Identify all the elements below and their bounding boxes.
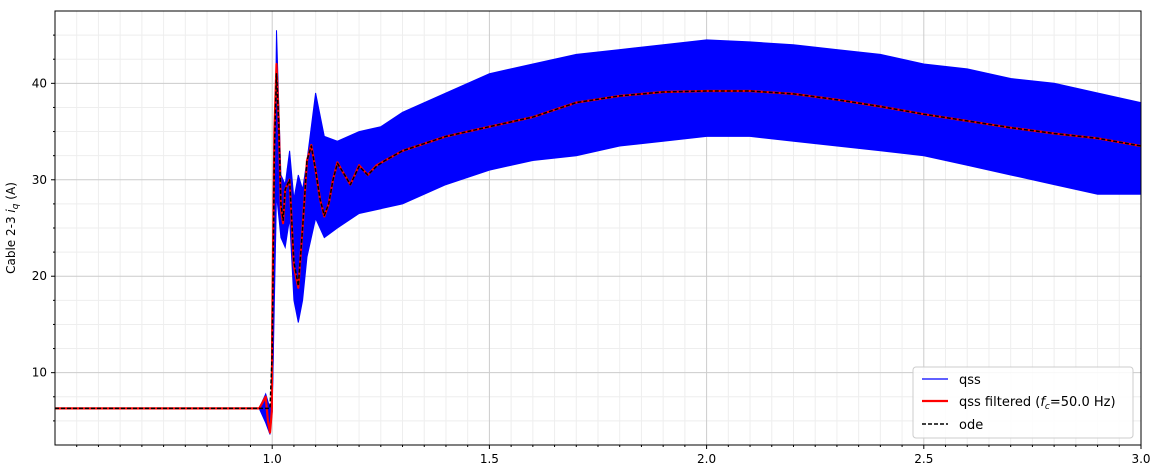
y-axis-label: Cable 2-3 iq (A) [4, 182, 21, 274]
x-tick-label: 2.5 [914, 452, 933, 466]
legend-label-qss-filtered: qss filtered (fc=50.0 Hz) [959, 395, 1116, 412]
x-tick-label: 1.5 [480, 452, 499, 466]
legend-label-ode: ode [959, 418, 983, 433]
y-tick-label: 20 [32, 269, 47, 283]
legend-label-qss: qss [959, 373, 981, 388]
series-ode-line [55, 72, 1141, 410]
tick-layer: 1.0 1.5 2.0 2.5 3.0 10 20 30 40 [32, 34, 1151, 466]
y-tick-label: 30 [32, 173, 47, 187]
y-tick-label: 40 [32, 76, 47, 90]
x-tick-label: 1.0 [263, 452, 282, 466]
series-qss-line [271, 39, 1141, 402]
series-layer [55, 30, 1141, 435]
x-tick-label: 3.0 [1131, 452, 1150, 466]
x-tick-label: 2.0 [697, 452, 716, 466]
legend-box [912, 366, 1134, 439]
y-tick-label: 10 [32, 366, 47, 380]
legend: qss qss filtered (fc=50.0 Hz) ode [912, 366, 1134, 439]
